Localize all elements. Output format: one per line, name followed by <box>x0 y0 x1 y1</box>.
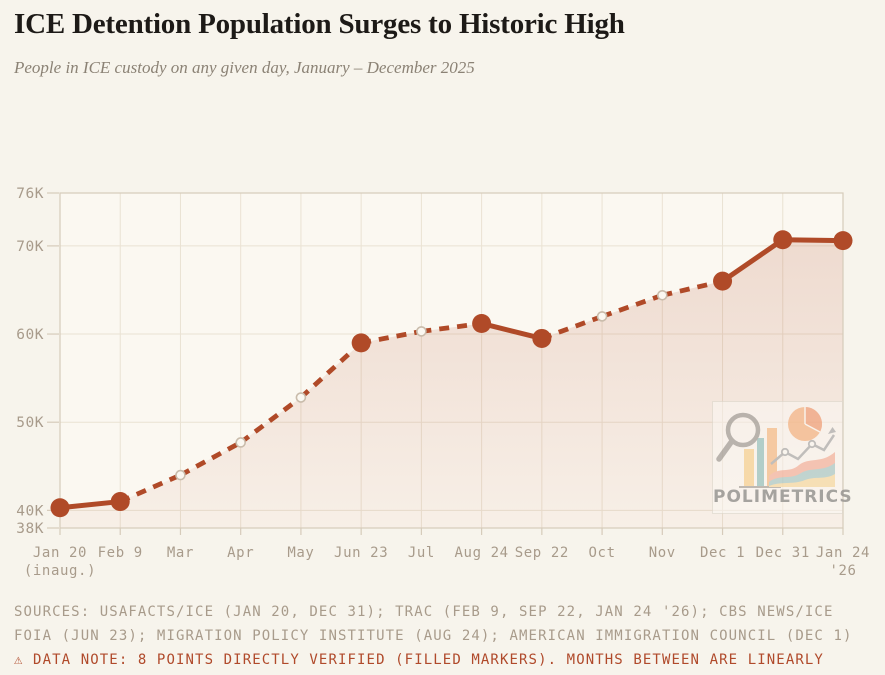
plot-frame <box>59 192 844 529</box>
chart-subtitle: People in ICE custody on any given day, … <box>14 58 475 77</box>
x-axis-label: Jan 20 <box>33 545 87 561</box>
sources-note: SOURCES: USAFACTS/ICE (JAN 20, DEC 31); … <box>14 600 853 648</box>
y-axis-label: 40K <box>16 503 44 519</box>
x-axis-label: Feb 9 <box>98 545 143 561</box>
y-axis-label: 50K <box>16 415 44 431</box>
trend-segment-dashed <box>299 341 363 400</box>
polimetrics-watermark: POLIMETRICS <box>712 401 853 514</box>
data-note: ⚠ DATA NOTE: 8 POINTS DIRECTLY VERIFIED … <box>14 652 824 668</box>
trend-segment-solid <box>720 237 786 284</box>
area-waves-icon <box>769 452 835 487</box>
data-point-interpolated <box>235 437 246 448</box>
chart-title: ICE Detention Population Surges to Histo… <box>14 8 625 40</box>
data-point-verified <box>472 313 492 333</box>
x-axis-label: Aug 24 <box>455 545 509 561</box>
x-axis-label: May <box>287 545 314 561</box>
trend-segment-dashed <box>239 395 303 445</box>
sources-line-2: FOIA (JUN 23); MIGRATION POLICY INSTITUT… <box>14 628 853 644</box>
x-axis-sublabel: '26 <box>829 563 856 579</box>
trend-line-icon <box>770 427 836 465</box>
x-axis-label: Nov <box>649 545 676 561</box>
x-axis-label: Sep 22 <box>515 545 569 561</box>
data-point-verified <box>773 230 793 250</box>
y-axis-label: 70K <box>16 239 44 255</box>
trend-segment-solid <box>57 499 123 511</box>
data-point-verified <box>351 333 371 353</box>
data-point-verified <box>110 492 130 512</box>
x-axis-label: Dec 1 <box>700 545 745 561</box>
chart-canvas: 76K 70K 60K 50K 40K 38K Jan 20 (inaug.)Feb 9 Mar… <box>16 186 870 579</box>
trend-segment-solid <box>780 237 846 244</box>
x-axis-label: Jun 23 <box>334 545 388 561</box>
pie-chart-icon <box>788 407 822 441</box>
data-point-interpolated <box>416 326 427 337</box>
magnifier-icon <box>716 412 761 462</box>
trend-segment-solid <box>479 320 545 341</box>
data-point-verified <box>532 328 552 348</box>
polimetrics-logo-graphic <box>716 407 836 488</box>
x-axis-label: Dec 31 <box>756 545 810 561</box>
trend-segment-dashed <box>119 472 182 504</box>
data-point-interpolated <box>295 392 307 403</box>
data-point-verified <box>713 271 733 291</box>
y-axis-label: 60K <box>16 327 44 343</box>
data-point-interpolated <box>596 311 608 322</box>
y-axis-label: 38K <box>16 521 44 537</box>
data-point-verified <box>50 498 70 518</box>
data-point-verified <box>833 231 853 251</box>
x-axis-sublabel: (inaug.) <box>24 563 96 579</box>
sources-line-1: SOURCES: USAFACTS/ICE (JAN 20, DEC 31); … <box>14 604 834 620</box>
data-point-interpolated <box>175 469 186 481</box>
x-axis-label: Jan 24 <box>816 545 870 561</box>
x-axis-label: Mar <box>167 545 194 561</box>
area-fill <box>60 239 843 528</box>
x-axis-label: Oct <box>589 545 616 561</box>
x-axis-label: Apr <box>227 545 254 561</box>
trend-segment-dashed <box>179 440 242 478</box>
data-point-interpolated <box>657 289 668 301</box>
polimetrics-logo-text: POLIMETRICS <box>713 487 853 507</box>
y-axis-label: 76K <box>16 186 44 202</box>
x-axis-label: Jul <box>408 545 435 561</box>
